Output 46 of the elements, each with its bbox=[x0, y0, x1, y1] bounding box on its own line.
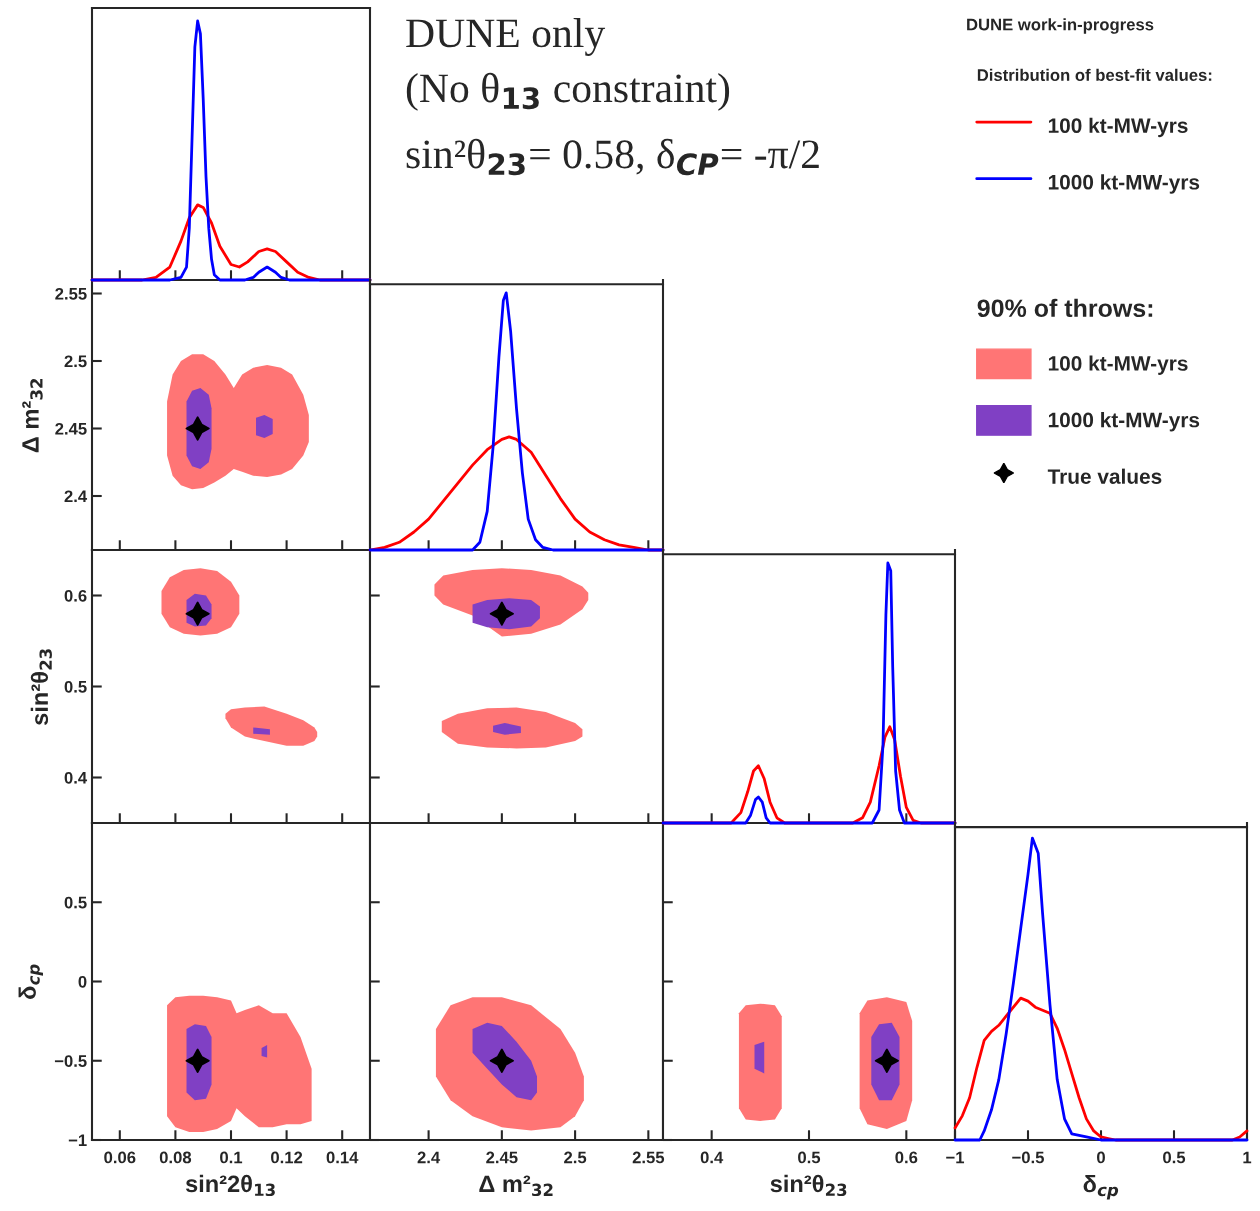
text: DUNE work-in-progress bbox=[967, 18, 1154, 34]
x-tick-label: 0.1 bbox=[220, 1151, 243, 1164]
x-tick-label: 0.12 bbox=[271, 1151, 303, 1164]
x-tick-label: −1 bbox=[946, 1151, 965, 1164]
legend-label: 1000 kt-MW-yrs bbox=[1048, 412, 1200, 432]
y-tick-label: 2.45 bbox=[55, 422, 87, 435]
x-tick-label: 0 bbox=[1097, 1151, 1105, 1164]
x-axis-title: sin²θ$_{23}$ bbox=[770, 1174, 847, 1197]
text: sin²θ$_{23}$= 0.58, δ$_{CP}$= -π/2 bbox=[406, 138, 819, 176]
x-tick-label: 2.5 bbox=[564, 1151, 587, 1164]
y-tick-label: 0 bbox=[78, 975, 87, 988]
y-tick-label: 0.6 bbox=[64, 589, 87, 602]
y-tick-label: 0.5 bbox=[64, 680, 87, 693]
x-tick-label: 0.06 bbox=[104, 1151, 136, 1164]
y-tick-label: 2.55 bbox=[55, 287, 87, 300]
y-axis-title: δ$_{cp}$ bbox=[18, 964, 43, 999]
x-tick-label: 0.5 bbox=[798, 1151, 821, 1164]
x-tick-label: 0.5 bbox=[1163, 1151, 1186, 1164]
y-tick-label: 2.4 bbox=[64, 490, 88, 503]
x-axis-title: sin²2θ$_{13}$ bbox=[185, 1174, 275, 1197]
legend-label: 100 kt-MW-yrs bbox=[1048, 355, 1188, 375]
x-tick-label: −0.5 bbox=[1012, 1151, 1044, 1164]
y-tick-label: −1 bbox=[68, 1134, 87, 1147]
x-tick-label: 0.08 bbox=[159, 1151, 192, 1164]
legend-label: True values bbox=[1047, 468, 1162, 484]
y-axis-title: sin²θ$_{23}$ bbox=[30, 649, 52, 725]
y-tick-label: 0.4 bbox=[64, 771, 88, 784]
legend-label: 100 kt-MW-yrs bbox=[1048, 117, 1188, 138]
x-tick-label: 1 bbox=[1243, 1151, 1252, 1164]
text: DUNE only bbox=[406, 18, 606, 56]
x-tick-label: 2.4 bbox=[417, 1151, 441, 1164]
x-tick-label: 2.55 bbox=[632, 1151, 665, 1164]
y-tick-label: 0.5 bbox=[64, 896, 87, 909]
legend-title: 90% of throws: bbox=[977, 298, 1153, 318]
x-axis-title: δ$_{cp}$ bbox=[1083, 1174, 1119, 1200]
x-axis-title: Δ m²$_{32}$ bbox=[479, 1175, 553, 1197]
x-tick-label: 0.6 bbox=[895, 1151, 918, 1164]
text: (No θ$_{13}$ constraint) bbox=[406, 72, 730, 111]
y-tick-label: 2.5 bbox=[64, 355, 87, 368]
legend-label: 1000 kt-MW-yrs bbox=[1048, 174, 1200, 194]
y-tick-label: −0.5 bbox=[54, 1055, 87, 1067]
y-axis-title: Δ m²$_{32}$ bbox=[22, 378, 43, 453]
x-tick-label: 0.4 bbox=[700, 1151, 724, 1164]
legend-title: Distribution of best-fit values: bbox=[977, 68, 1212, 81]
x-tick-label: 0.14 bbox=[326, 1151, 359, 1164]
x-tick-label: 2.45 bbox=[486, 1151, 518, 1164]
